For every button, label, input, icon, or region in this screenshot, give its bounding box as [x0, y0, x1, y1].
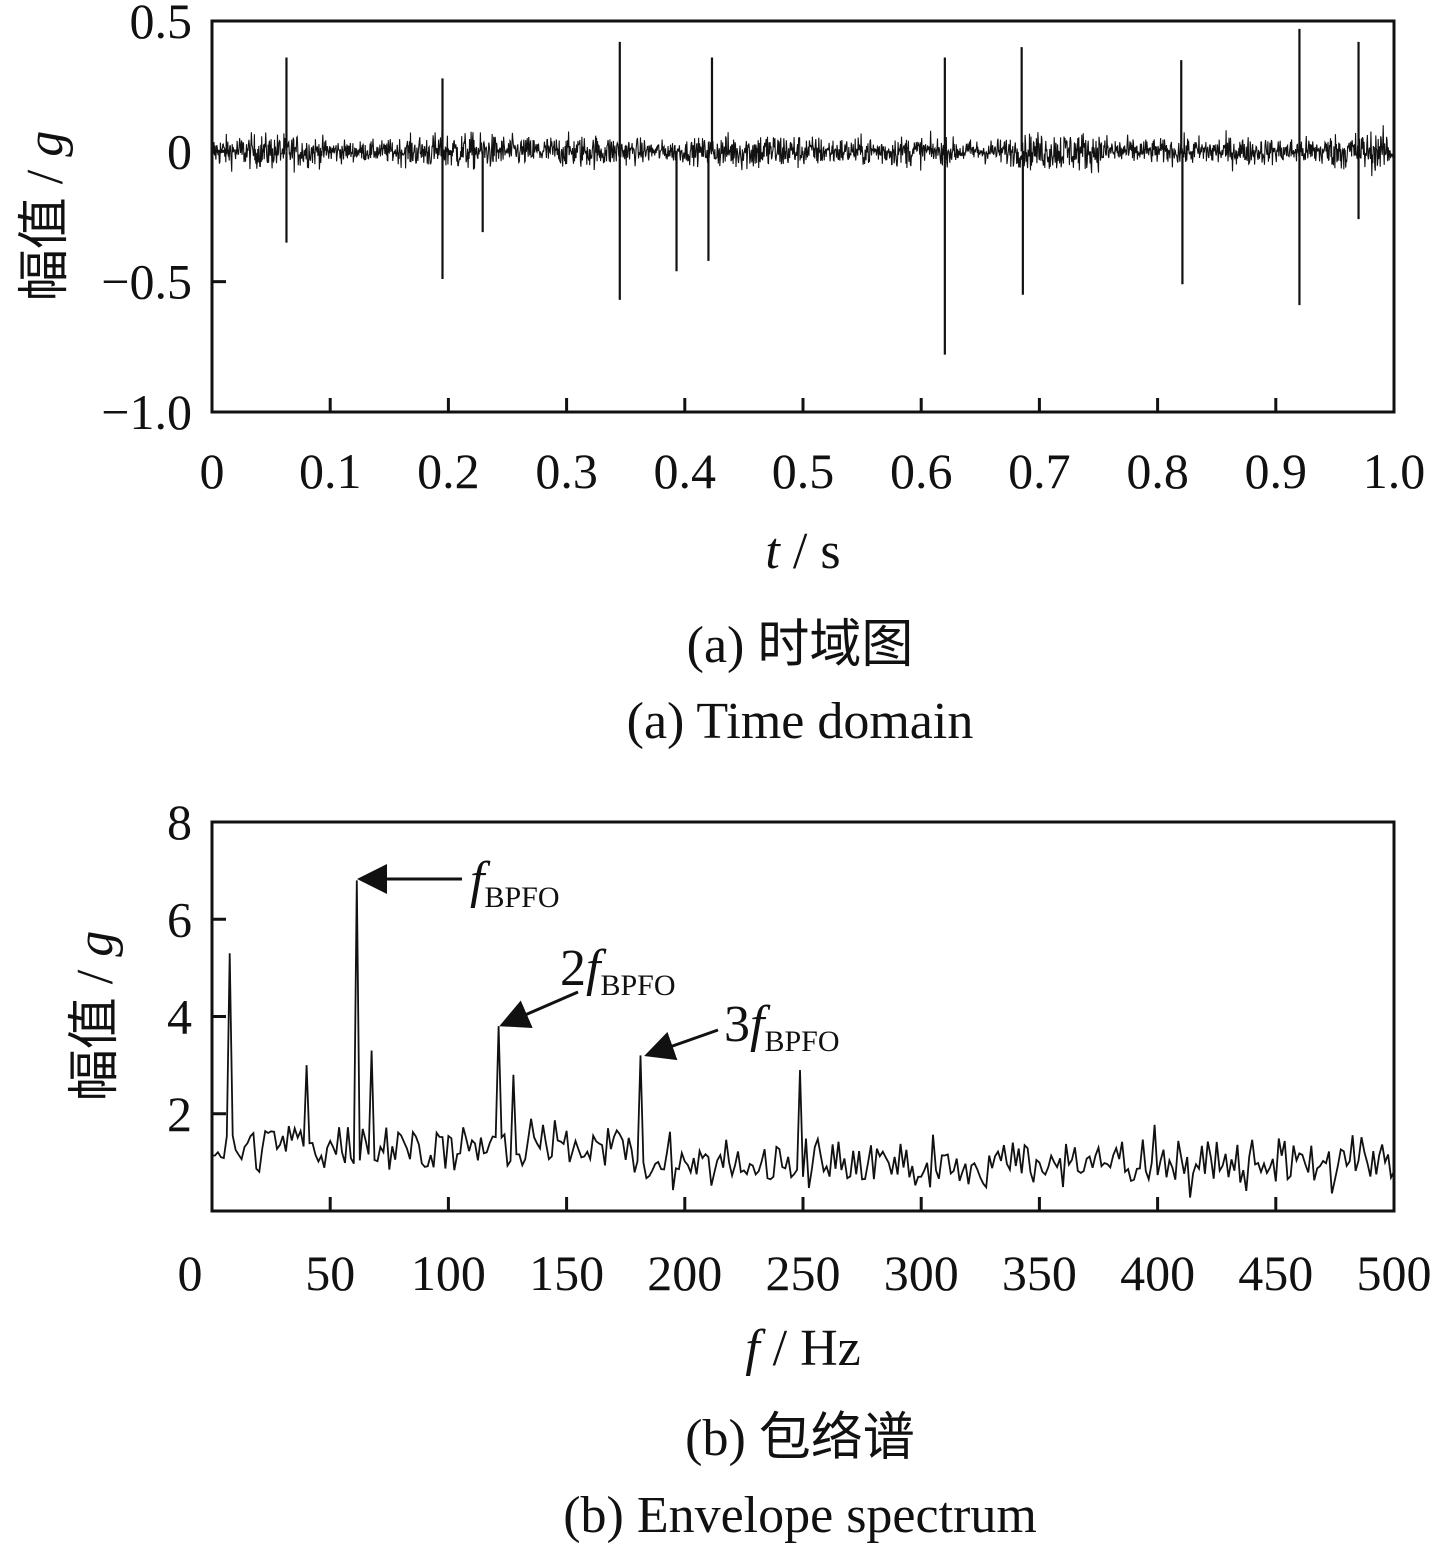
spectrum-series [211, 880, 1395, 1198]
annotation-bpfo-2x: 2fBPFO [499, 940, 676, 1029]
x-tick-label: 1.0 [1363, 443, 1426, 499]
time-domain-chart: 0.5 0 −0.5 −1.0 0 0.1 0.2 0.3 0.4 0.5 0.6 0.7 0.8 0.… [17, 0, 1425, 750]
x-tick-label: 0.1 [299, 443, 362, 499]
x-tick-label: 200 [647, 1245, 722, 1301]
x-tick-label: 400 [1120, 1245, 1195, 1301]
annotation-label: 3fBPFO [724, 996, 840, 1058]
x-tick-label: 0.7 [1008, 443, 1071, 499]
x-tick-label: 0 [178, 1245, 203, 1301]
x-tick-label: 0.5 [772, 443, 835, 499]
y-tick-label: −0.5 [101, 254, 192, 310]
annotation-bpfo-1x: fBPFO [357, 852, 560, 914]
spectrum-line [211, 880, 1395, 1198]
x-tick-label: 0.9 [1245, 443, 1308, 499]
x-tick-label: 0 [200, 443, 225, 499]
y-tick-label: 2 [167, 1086, 192, 1142]
y-axis-label: 幅值 / g [67, 931, 124, 1101]
caption-cn: (b) 包络谱 [685, 1410, 915, 1467]
plot-frame [210, 19, 1396, 414]
x-axis-label: t / s [765, 523, 840, 580]
x-tick-labels: 0 0.1 0.2 0.3 0.4 0.5 0.6 0.7 0.8 0.9 1.0 [200, 443, 1426, 499]
x-tick-label: 350 [1002, 1245, 1077, 1301]
x-tick-label: 0.3 [535, 443, 598, 499]
caption-cn: (a) 时域图 [687, 617, 914, 674]
annotation-arrow [644, 1028, 719, 1061]
axis-ticks [210, 820, 1396, 1211]
x-tick-label: 0.4 [654, 443, 717, 499]
x-tick-label: 50 [305, 1245, 355, 1301]
time-signal-series [211, 125, 1395, 177]
time-signal-line [211, 125, 1395, 177]
annotation-label: fBPFO [470, 852, 560, 914]
time-signal-spikes [285, 28, 1360, 355]
annotation-label: 2fBPFO [560, 940, 676, 1002]
x-tick-label: 150 [529, 1245, 604, 1301]
y-tick-label: −1.0 [101, 384, 192, 440]
x-tick-label: 0.8 [1126, 443, 1189, 499]
x-tick-label: 100 [411, 1245, 486, 1301]
caption-en: (a) Time domain [627, 693, 974, 750]
envelope-spectrum-chart: 8 6 4 2 0 50 100 150 200 250 300 350 400 450 500 fBPF… [67, 794, 1432, 1544]
y-tick-label: 0 [167, 123, 192, 179]
y-tick-label: 0.5 [130, 0, 193, 49]
x-tick-label: 0.6 [890, 443, 953, 499]
y-axis-label: 幅值 / g [17, 131, 74, 301]
x-tick-label: 250 [766, 1245, 841, 1301]
x-tick-label: 300 [884, 1245, 959, 1301]
annotation-arrow [499, 990, 579, 1029]
x-tick-label: 0.2 [417, 443, 480, 499]
y-tick-label: 4 [167, 989, 192, 1045]
x-tick-label: 450 [1238, 1245, 1313, 1301]
x-axis-label: f / Hz [745, 1320, 861, 1377]
y-tick-label: 8 [167, 794, 192, 850]
caption-en: (b) Envelope spectrum [563, 1487, 1037, 1544]
axis-ticks [210, 19, 1396, 414]
x-tick-label: 500 [1357, 1245, 1432, 1301]
y-tick-labels: 8 6 4 2 [167, 794, 192, 1142]
x-tick-labels: 0 50 100 150 200 250 300 350 400 450 500 [178, 1245, 1432, 1301]
y-tick-label: 6 [167, 891, 192, 947]
y-tick-labels: 0.5 0 −0.5 −1.0 [101, 0, 192, 440]
annotation-bpfo-3x: 3fBPFO [644, 996, 840, 1061]
